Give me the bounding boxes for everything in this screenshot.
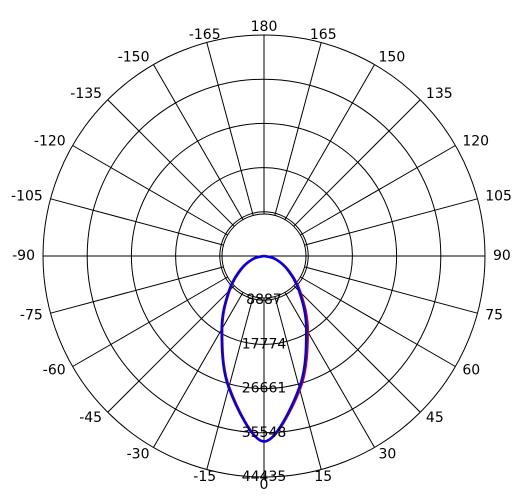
angle-label: -45 [79, 410, 102, 426]
grid-spoke [284, 292, 375, 448]
angle-label: 180 [251, 19, 278, 35]
grid-spoke [50, 198, 224, 246]
grid-spoke [304, 266, 478, 314]
grid-spoke [274, 42, 322, 216]
angle-label: -60 [43, 363, 66, 379]
angle-label: -90 [12, 248, 35, 264]
angle-label: 105 [485, 189, 512, 205]
angle-label: -15 [193, 469, 216, 485]
angle-label: 15 [314, 469, 332, 485]
angle-label: 75 [485, 307, 503, 323]
ring-label: 44435 [242, 469, 287, 485]
angle-label: 150 [379, 50, 406, 66]
angle-label: -135 [70, 86, 102, 102]
radial-tick-labels: 8887 17774 26661 35548 44435 [242, 292, 287, 485]
angle-label: -165 [189, 27, 221, 43]
polar-grid [42, 34, 486, 478]
grid-spoke [293, 99, 421, 227]
grid-spoke [153, 64, 244, 220]
angle-label: 0 [260, 477, 269, 493]
ring-label: 26661 [242, 381, 287, 397]
grid-spoke [107, 99, 235, 227]
grid-spoke [107, 285, 235, 413]
angle-label: 30 [379, 446, 397, 462]
grid-spoke [153, 292, 244, 448]
ring-label: 17774 [242, 336, 287, 352]
angle-tick-labels: 0 15 30 45 60 75 90 105 120 135 150 165 180 -165 -150 -… [11, 19, 512, 493]
angle-label: 135 [426, 86, 453, 102]
grid-spoke [293, 285, 421, 413]
angle-label: 90 [493, 248, 511, 264]
grid-spoke [72, 276, 228, 367]
angle-label: -120 [34, 134, 66, 150]
angle-label: -105 [11, 189, 43, 205]
grid-spoke [206, 42, 254, 216]
grid-spoke [50, 266, 224, 314]
angle-label: 120 [462, 134, 489, 150]
angle-label: 165 [310, 27, 337, 43]
grid-spoke [300, 145, 456, 236]
ring-label: 8887 [246, 292, 282, 308]
intensity-curves [220, 254, 310, 443]
grid-spoke [300, 276, 456, 367]
angle-label: -30 [127, 446, 150, 462]
angle-label: 60 [462, 363, 480, 379]
grid-spoke [206, 296, 254, 470]
ring-label: 35548 [242, 425, 287, 441]
grid-spoke [304, 198, 478, 246]
grid-spoke [274, 296, 322, 470]
grid-spoke [284, 64, 375, 220]
angle-label: 45 [426, 410, 444, 426]
grid-spoke [72, 145, 228, 236]
angle-label: -75 [20, 307, 43, 323]
angle-label: -150 [118, 50, 150, 66]
